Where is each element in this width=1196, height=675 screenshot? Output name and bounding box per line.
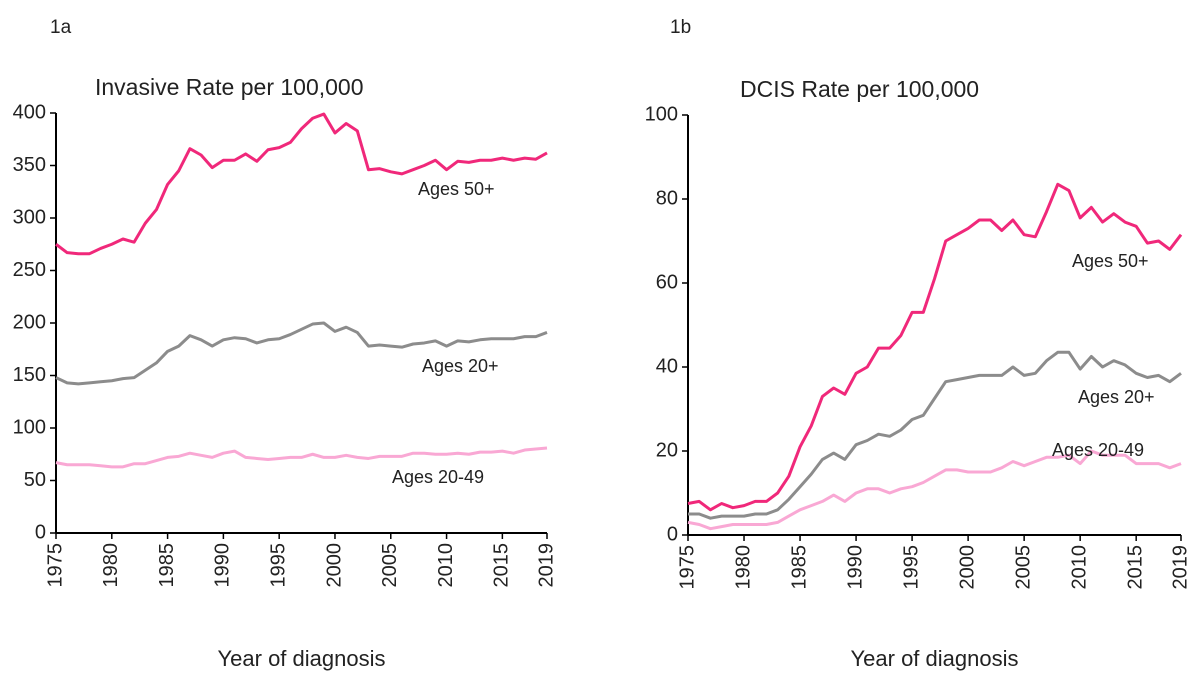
x-axis-label: Year of diagnosis xyxy=(851,646,1019,671)
x-tick-label: 2005 xyxy=(379,543,401,588)
y-tick-label: 100 xyxy=(13,416,46,438)
x-tick-label: 2005 xyxy=(1012,545,1034,590)
y-tick-label: 80 xyxy=(656,187,678,209)
series-label: Ages 50+ xyxy=(1072,251,1149,271)
chart-title: DCIS Rate per 100,000 xyxy=(740,76,979,102)
y-tick-label: 250 xyxy=(13,259,46,281)
y-tick-label: 20 xyxy=(656,439,678,461)
x-axis-label: Year of diagnosis xyxy=(218,646,386,671)
y-tick-label: 40 xyxy=(656,355,678,377)
y-tick-label: 0 xyxy=(667,523,678,545)
y-tick-label: 0 xyxy=(35,521,46,543)
series-label: Ages 20-49 xyxy=(392,467,484,487)
x-tick-label: 1995 xyxy=(267,543,289,588)
y-tick-label: 300 xyxy=(13,206,46,228)
panel-label: 1b xyxy=(670,17,691,38)
x-tick-label: 1975 xyxy=(676,545,698,590)
series-label: Ages 20-49 xyxy=(1052,440,1144,460)
series-line xyxy=(687,182,1183,512)
y-tick-label: 100 xyxy=(645,103,678,125)
y-tick-label: 350 xyxy=(13,154,46,176)
x-tick-label: 1990 xyxy=(844,545,866,590)
y-tick-label: 200 xyxy=(13,311,46,333)
y-tick-label: 400 xyxy=(13,101,46,123)
y-tick-label: 150 xyxy=(13,364,46,386)
x-tick-label: 2010 xyxy=(435,543,457,588)
x-tick-label: 2000 xyxy=(323,543,345,588)
series-line xyxy=(688,350,1182,520)
series-line xyxy=(55,446,548,469)
x-tick-label: 1985 xyxy=(788,545,810,590)
series-label: Ages 20+ xyxy=(1078,387,1155,407)
series-label: Ages 50+ xyxy=(418,179,495,199)
series-line xyxy=(55,112,548,256)
x-tick-label: 1995 xyxy=(900,545,922,590)
series-line xyxy=(687,449,1182,531)
x-tick-label: 2015 xyxy=(491,543,513,588)
x-tick-label: 2015 xyxy=(1124,545,1146,590)
series-label: Ages 20+ xyxy=(422,356,499,376)
panel-label: 1a xyxy=(50,17,72,38)
y-tick-label: 50 xyxy=(24,469,46,491)
x-tick-label: 2019 xyxy=(1169,545,1191,590)
x-tick-label: 1975 xyxy=(44,543,66,588)
x-tick-label: 2000 xyxy=(956,545,978,590)
x-tick-label: 2019 xyxy=(535,543,557,588)
x-tick-label: 1990 xyxy=(212,543,234,588)
x-tick-label: 1985 xyxy=(156,543,178,588)
x-tick-label: 1980 xyxy=(732,545,754,590)
y-tick-label: 60 xyxy=(656,271,678,293)
series-line xyxy=(55,321,548,386)
x-tick-label: 1980 xyxy=(100,543,122,588)
x-tick-label: 2010 xyxy=(1068,545,1090,590)
chart-title: Invasive Rate per 100,000 xyxy=(95,74,364,100)
